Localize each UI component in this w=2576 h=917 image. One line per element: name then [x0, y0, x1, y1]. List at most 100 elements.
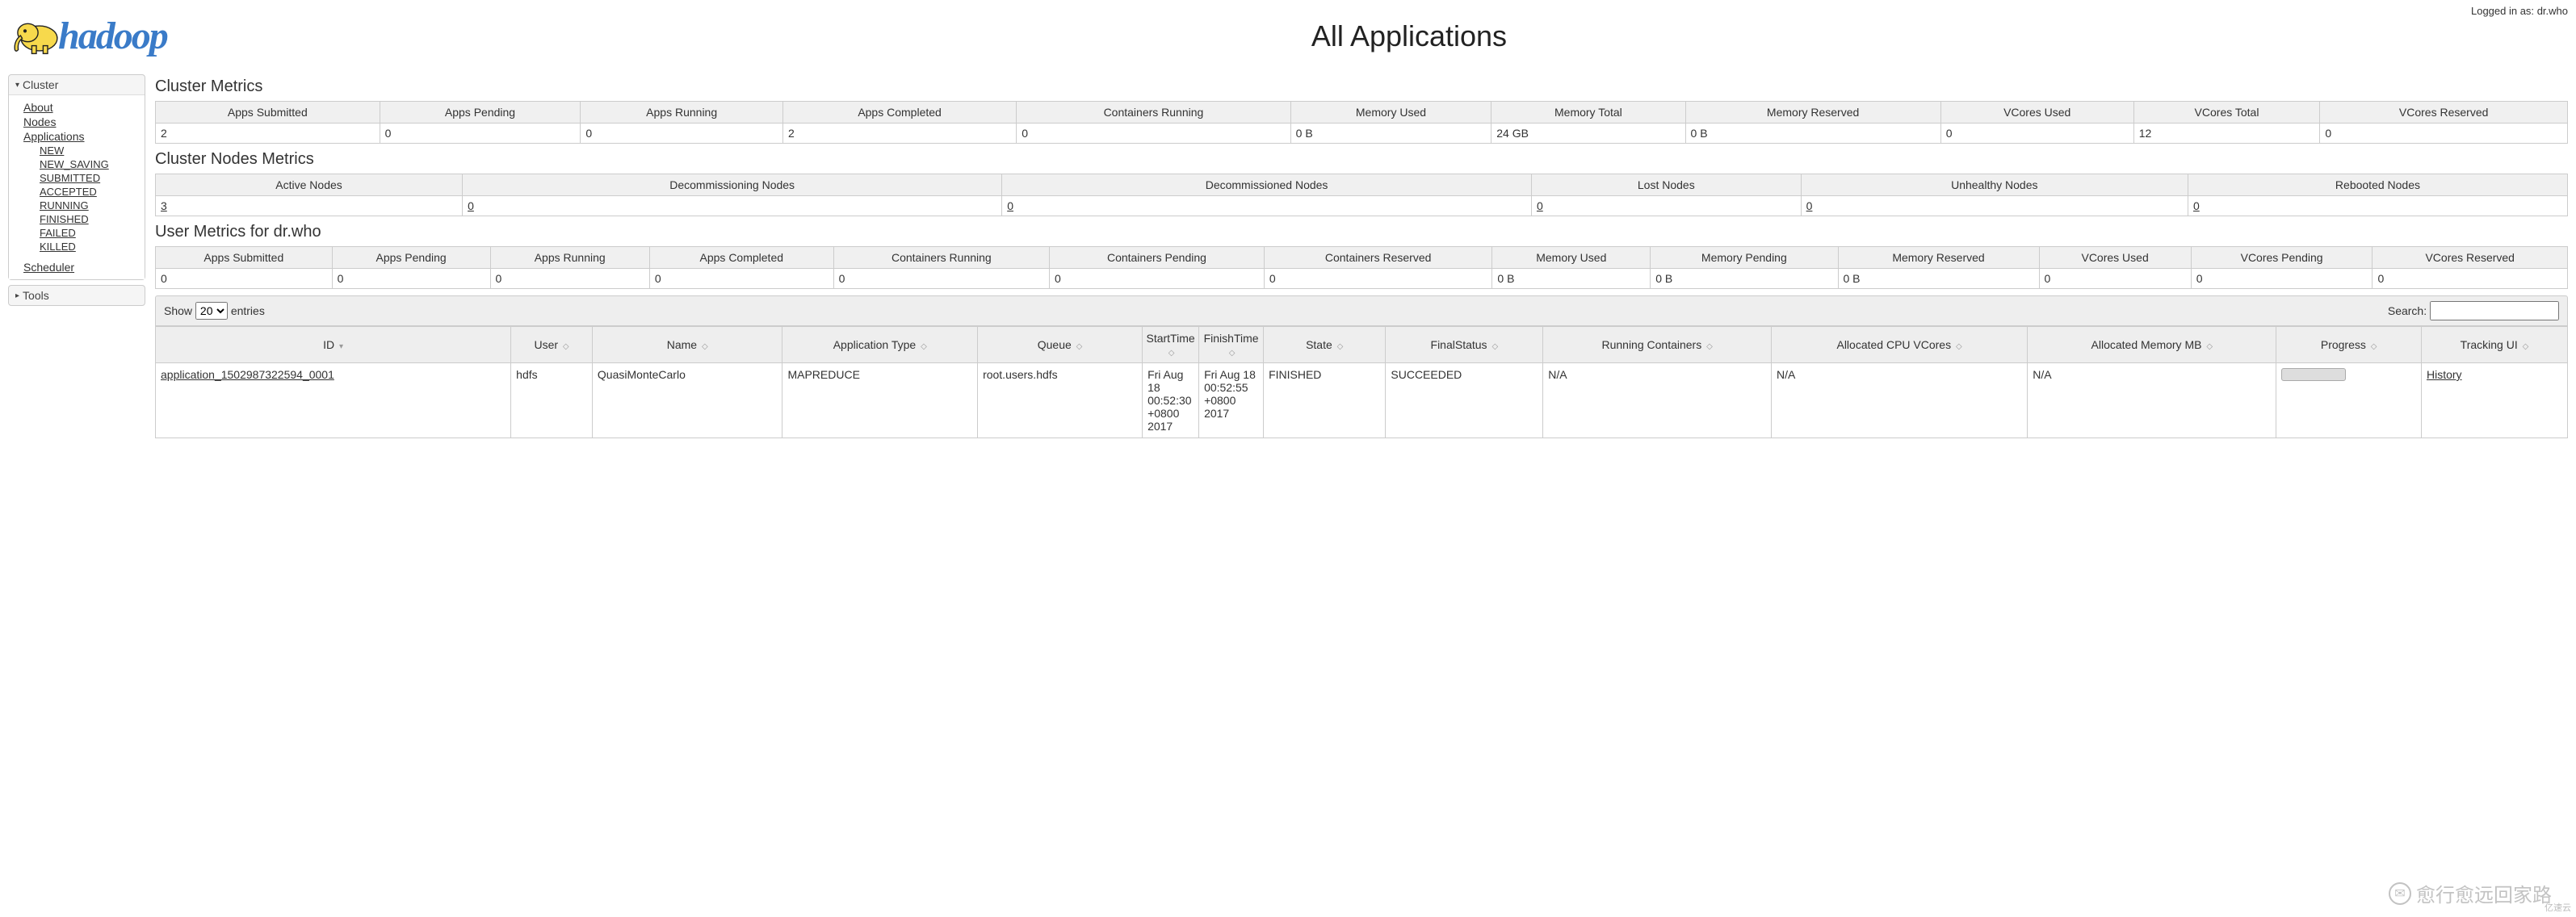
sidebar-link-state[interactable]: ACCEPTED	[40, 185, 141, 199]
apps-header[interactable]: StartTime ◇	[1143, 327, 1199, 363]
table-row: application_1502987322594_0001 hdfs Quas…	[156, 363, 2568, 438]
apps-header[interactable]: Allocated CPU VCores ◇	[1771, 327, 2027, 363]
cell-finish: Fri Aug 18 00:52:55 +0800 2017	[1199, 363, 1264, 438]
metric-header: Memory Total	[1491, 102, 1685, 124]
metric-link[interactable]: 0	[468, 199, 474, 212]
metric-header: Apps Submitted	[156, 247, 333, 269]
tracking-link[interactable]: History	[2427, 368, 2462, 381]
cell-running-containers: N/A	[1543, 363, 1772, 438]
sidebar-link-state[interactable]: SUBMITTED	[40, 171, 141, 185]
cell-user: hdfs	[511, 363, 593, 438]
metric-value: 0	[1264, 269, 1492, 289]
nodes-metrics-table: Active NodesDecommissioning NodesDecommi…	[155, 174, 2568, 216]
apps-header[interactable]: FinalStatus ◇	[1386, 327, 1543, 363]
metric-header: Apps Running	[490, 247, 649, 269]
metric-header: Memory Pending	[1651, 247, 1838, 269]
metric-value: 0 B	[1651, 269, 1838, 289]
sidebar-tools-header[interactable]: ▸ Tools	[9, 286, 145, 305]
metric-header: Rebooted Nodes	[2188, 174, 2567, 196]
sidebar-link-state[interactable]: NEW	[40, 144, 141, 157]
apps-header[interactable]: Progress ◇	[2276, 327, 2422, 363]
cell-state: FINISHED	[1264, 363, 1386, 438]
metric-header: Decommissioned Nodes	[1002, 174, 1532, 196]
metric-header: Containers Pending	[1050, 247, 1265, 269]
metric-value: 0	[833, 269, 1049, 289]
triangle-down-icon: ▾	[15, 81, 19, 90]
metric-header: Decommissioning Nodes	[463, 174, 1002, 196]
metric-header: Memory Used	[1290, 102, 1491, 124]
metric-header: VCores Used	[1940, 102, 2133, 124]
cluster-metrics-table: Apps SubmittedApps PendingApps RunningAp…	[155, 101, 2568, 144]
sidebar-link-state[interactable]: RUNNING	[40, 199, 141, 212]
metric-link[interactable]: 0	[1537, 199, 1543, 212]
sidebar-tools: ▸ Tools	[8, 285, 145, 306]
cluster-metrics-title: Cluster Metrics	[155, 77, 2568, 96]
apps-header[interactable]: Allocated Memory MB ◇	[2028, 327, 2276, 363]
metric-link[interactable]: 0	[1806, 199, 1813, 212]
cell-final: SUCCEEDED	[1386, 363, 1543, 438]
sidebar-link-scheduler[interactable]: Scheduler	[23, 260, 141, 274]
datatable-controls: Show 20 entries Search:	[155, 295, 2568, 326]
metric-value: 0	[581, 124, 783, 144]
apps-header[interactable]: Queue ◇	[978, 327, 1143, 363]
sidebar-link-state[interactable]: NEW_SAVING	[40, 157, 141, 171]
sidebar-link-applications[interactable]: Applications	[23, 129, 141, 144]
cell-cpu: N/A	[1771, 363, 2027, 438]
metric-header: Memory Reserved	[1838, 247, 2039, 269]
metric-header: Containers Reserved	[1264, 247, 1492, 269]
search-box: Search:	[2388, 301, 2559, 320]
apps-header[interactable]: ID ▾	[156, 327, 511, 363]
cell-progress	[2276, 363, 2422, 438]
apps-header[interactable]: State ◇	[1264, 327, 1386, 363]
search-input[interactable]	[2430, 301, 2559, 320]
metric-value: 3	[156, 196, 463, 216]
metric-header: VCores Reserved	[2373, 247, 2568, 269]
apps-header[interactable]: Tracking UI ◇	[2422, 327, 2568, 363]
triangle-right-icon: ▸	[15, 291, 19, 300]
login-user: dr.who	[2537, 5, 2568, 17]
cell-name: QuasiMonteCarlo	[592, 363, 782, 438]
watermark-text: 愈行愈远回家路	[2416, 879, 2552, 907]
metric-header: Lost Nodes	[1531, 174, 1801, 196]
sidebar-cluster-header[interactable]: ▾ Cluster	[9, 75, 145, 95]
metric-value: 0 B	[1685, 124, 1940, 144]
apps-header[interactable]: Running Containers ◇	[1543, 327, 1772, 363]
metric-header: Apps Pending	[332, 247, 490, 269]
metric-value: 0 B	[1492, 269, 1651, 289]
search-label: Search:	[2388, 304, 2427, 317]
metric-header: Unhealthy Nodes	[1801, 174, 2188, 196]
metric-value: 2	[156, 124, 380, 144]
app-id-link[interactable]: application_1502987322594_0001	[161, 368, 334, 381]
metric-value: 2	[782, 124, 1016, 144]
metric-value: 0	[1801, 196, 2188, 216]
metric-header: Active Nodes	[156, 174, 463, 196]
apps-header[interactable]: Application Type ◇	[782, 327, 978, 363]
metric-header: Apps Submitted	[156, 102, 380, 124]
apps-header[interactable]: Name ◇	[592, 327, 782, 363]
apps-header[interactable]: User ◇	[511, 327, 593, 363]
metric-link[interactable]: 0	[2193, 199, 2200, 212]
sidebar-link-state[interactable]: FAILED	[40, 226, 141, 240]
metric-link[interactable]: 0	[1007, 199, 1013, 212]
sidebar-link-state[interactable]: FINISHED	[40, 212, 141, 226]
sidebar-link-state[interactable]: KILLED	[40, 240, 141, 253]
user-metrics-table: Apps SubmittedApps PendingApps RunningAp…	[155, 246, 2568, 289]
login-info: Logged in as: dr.who	[2471, 5, 2568, 17]
page-size-select[interactable]: 20	[195, 302, 228, 320]
apps-header[interactable]: FinishTime ◇	[1199, 327, 1264, 363]
sidebar-link-nodes[interactable]: Nodes	[23, 115, 141, 129]
metric-value: 0	[156, 269, 333, 289]
nodes-metrics-title: Cluster Nodes Metrics	[155, 150, 2568, 169]
metric-value: 0	[380, 124, 581, 144]
metric-header: VCores Reserved	[2320, 102, 2568, 124]
metric-header: Containers Running	[833, 247, 1049, 269]
hadoop-logo[interactable]: hadoop	[8, 3, 250, 68]
metric-header: Apps Running	[581, 102, 783, 124]
sidebar-link-about[interactable]: About	[23, 100, 141, 115]
metric-value: 0	[2373, 269, 2568, 289]
metric-header: Memory Reserved	[1685, 102, 1940, 124]
page-title: All Applications	[250, 3, 2568, 53]
show-label: Show	[164, 304, 192, 317]
metric-link[interactable]: 3	[161, 199, 167, 212]
elephant-icon	[8, 11, 65, 60]
